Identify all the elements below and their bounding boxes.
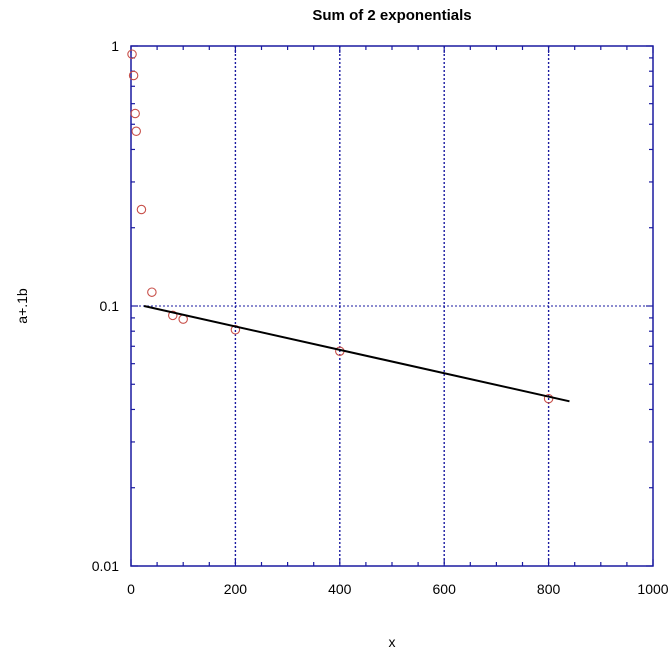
y-tick-label: 1 xyxy=(111,38,119,54)
data-point xyxy=(136,204,147,215)
x-tick-label: 0 xyxy=(127,581,135,597)
data-point xyxy=(128,70,139,81)
data-point xyxy=(147,287,157,297)
x-tick-label: 600 xyxy=(433,581,457,597)
data-point xyxy=(168,310,178,321)
y-axis-label: a+.1b xyxy=(14,288,30,324)
data-point xyxy=(543,393,554,404)
x-axis-label: x xyxy=(389,634,396,650)
grid xyxy=(131,46,653,566)
data-point xyxy=(127,49,137,59)
x-tick-label: 800 xyxy=(537,581,561,597)
data-point xyxy=(131,126,141,137)
x-tick-label: 400 xyxy=(328,581,352,597)
y-tick-label: 0.01 xyxy=(92,558,119,574)
data-point xyxy=(130,108,140,119)
fit-line xyxy=(143,305,570,403)
x-tick-label: 1000 xyxy=(637,581,668,597)
chart-title: Sum of 2 exponentials xyxy=(312,7,471,24)
axis-ticks xyxy=(130,45,654,567)
series-layer xyxy=(127,49,570,404)
x-tick-label: 200 xyxy=(224,581,248,597)
y-tick-label: 0.1 xyxy=(100,298,120,314)
tick-labels: 0 200 400 600 800 1000 0.01 0.1 1 xyxy=(92,38,669,597)
